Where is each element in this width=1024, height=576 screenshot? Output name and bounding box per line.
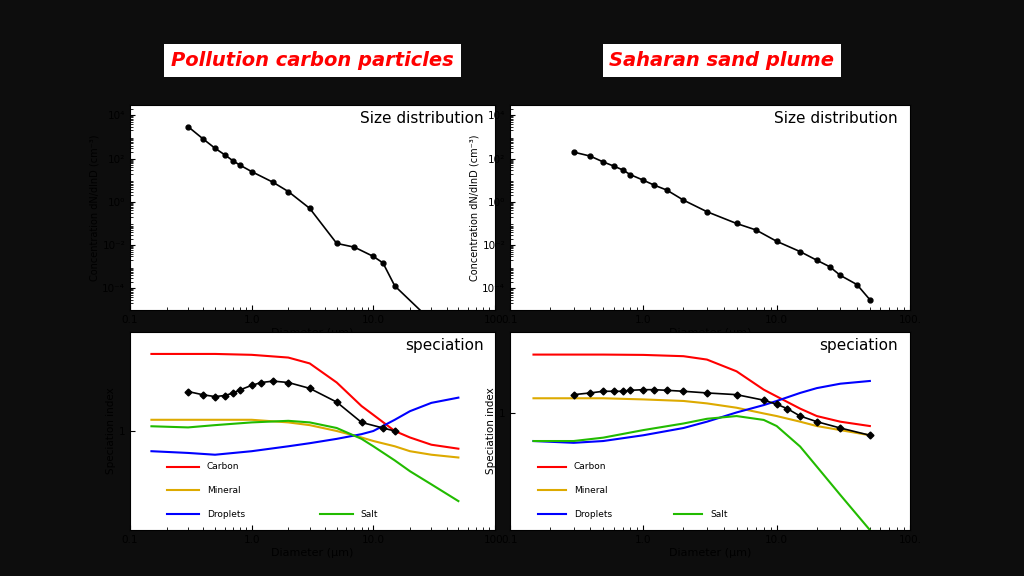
Text: Saharan sand plume: Saharan sand plume xyxy=(609,51,835,70)
Text: Salt: Salt xyxy=(360,510,378,518)
Text: speciation: speciation xyxy=(819,338,898,353)
Y-axis label: Speciation index: Speciation index xyxy=(485,388,496,475)
Y-axis label: Concentration dN/dlnD (cm⁻³): Concentration dN/dlnD (cm⁻³) xyxy=(89,134,99,281)
Text: speciation: speciation xyxy=(406,338,484,353)
Text: Mineral: Mineral xyxy=(207,486,241,495)
Y-axis label: Concentration dN/dlnD (cm⁻³): Concentration dN/dlnD (cm⁻³) xyxy=(469,134,479,281)
Text: Size distribution: Size distribution xyxy=(774,111,898,126)
X-axis label: Diameter (μm): Diameter (μm) xyxy=(271,548,353,558)
Text: Size distribution: Size distribution xyxy=(360,111,484,126)
Text: Pollution carbon particles: Pollution carbon particles xyxy=(171,51,454,70)
Text: Mineral: Mineral xyxy=(574,486,607,495)
Text: Carbon: Carbon xyxy=(207,462,240,471)
X-axis label: Diameter (μm): Diameter (μm) xyxy=(271,328,353,338)
Text: Droplets: Droplets xyxy=(207,510,245,518)
X-axis label: Diameter (μm): Diameter (μm) xyxy=(669,328,752,338)
Text: Carbon: Carbon xyxy=(574,462,606,471)
Text: Droplets: Droplets xyxy=(574,510,612,518)
X-axis label: Diameter (μm): Diameter (μm) xyxy=(669,548,752,558)
Text: Salt: Salt xyxy=(710,510,727,518)
Y-axis label: Speciation index: Speciation index xyxy=(105,388,116,475)
